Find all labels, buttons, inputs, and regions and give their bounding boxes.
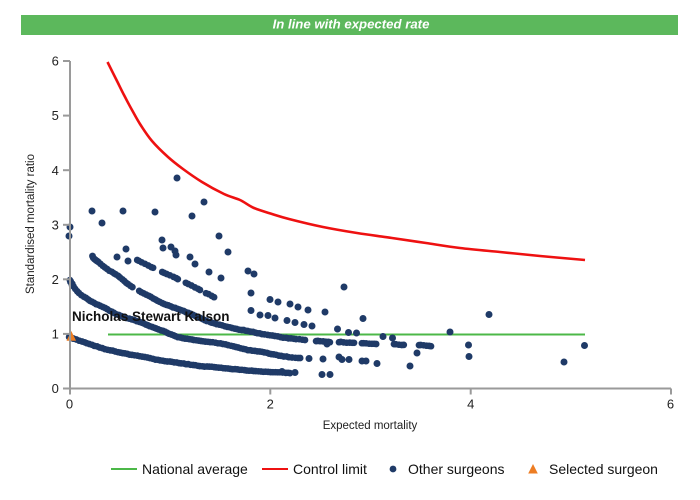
svg-text:4: 4 xyxy=(467,397,474,412)
svg-text:Control limit: Control limit xyxy=(293,461,367,477)
svg-text:3: 3 xyxy=(52,217,59,232)
svg-text:6: 6 xyxy=(52,54,59,69)
svg-text:5: 5 xyxy=(52,108,59,123)
svg-text:Expected mortality: Expected mortality xyxy=(323,420,418,432)
svg-text:1: 1 xyxy=(52,327,59,342)
svg-text:2: 2 xyxy=(267,397,274,412)
svg-text:0: 0 xyxy=(66,397,73,412)
svg-text:Nicholas Stewart Kalson: Nicholas Stewart Kalson xyxy=(72,309,230,324)
svg-text:Selected surgeon: Selected surgeon xyxy=(549,461,658,477)
svg-text:National average: National average xyxy=(142,461,248,477)
svg-text:0: 0 xyxy=(52,381,59,396)
svg-text:2: 2 xyxy=(52,272,59,287)
svg-text:6: 6 xyxy=(667,397,674,412)
svg-text:4: 4 xyxy=(52,163,59,178)
svg-text:Other surgeons: Other surgeons xyxy=(408,461,505,477)
svg-text:In line with expected rate: In line with expected rate xyxy=(273,17,430,32)
svg-text:Standardised mortality ratio: Standardised mortality ratio xyxy=(25,154,37,294)
